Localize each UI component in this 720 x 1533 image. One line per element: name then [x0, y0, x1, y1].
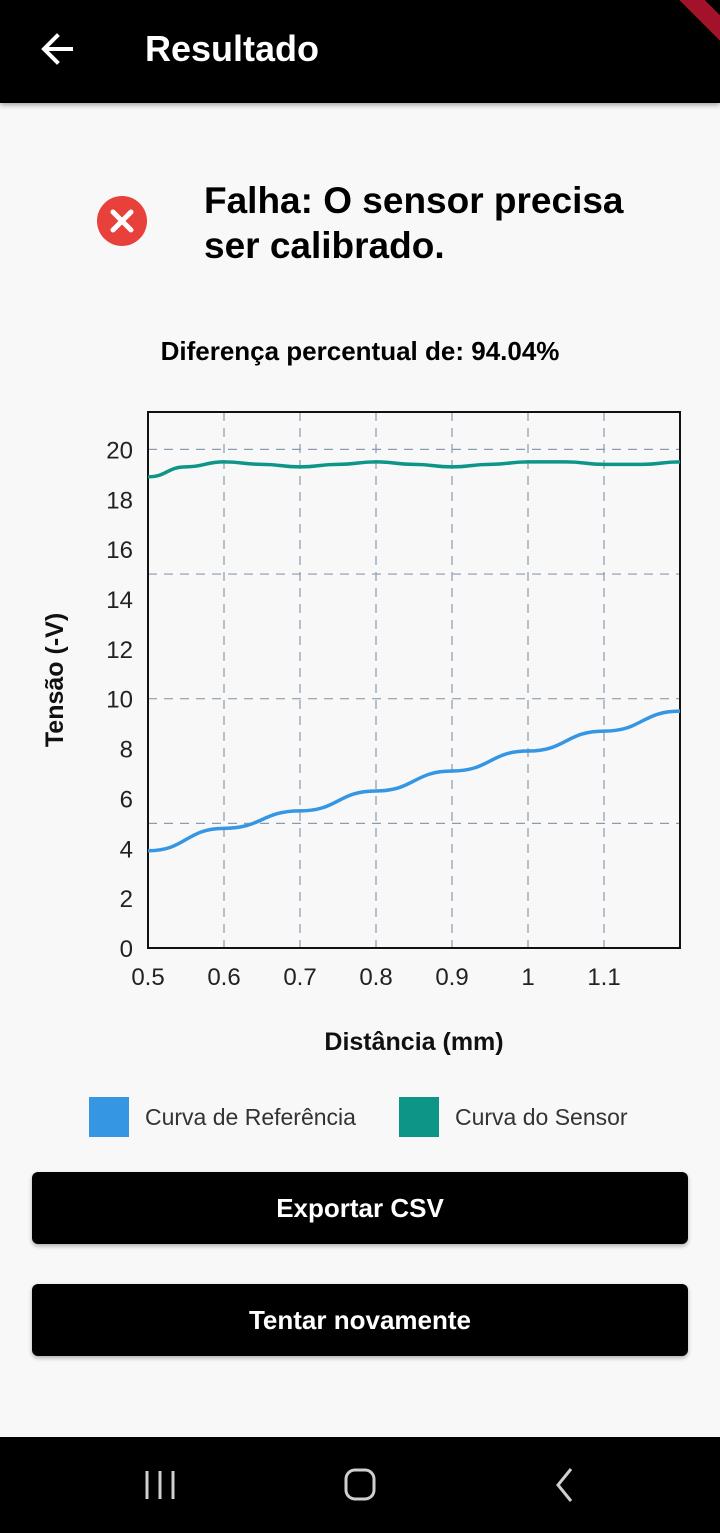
percentage-difference: Diferença percentual de: 94.04%	[160, 336, 560, 366]
plot-frame	[147, 411, 681, 949]
x-tick-label: 0.8	[359, 964, 392, 991]
series-line-reference	[147, 709, 681, 853]
arrow-back-icon	[41, 33, 73, 65]
x-tick-label: 0.5	[131, 964, 164, 991]
chart-legend: Curva de Referência Curva do Sensor	[0, 1096, 720, 1138]
y-tick-label: 4	[120, 836, 133, 863]
page-title: Resultado	[145, 28, 320, 69]
x-tick-label: 0.6	[207, 964, 240, 991]
status-message: Falha: O sensor precisa ser calibrado.	[204, 180, 624, 266]
x-tick-label: 1	[521, 964, 534, 991]
legend-label-reference: Curva de Referência	[145, 1103, 356, 1130]
legend-swatch-sensor	[399, 1097, 439, 1137]
y-axis-title: Tensão (-V)	[41, 613, 69, 747]
home-icon[interactable]	[330, 1457, 390, 1513]
y-tick-label: 0	[120, 936, 133, 963]
back-button[interactable]	[30, 22, 84, 76]
legend-item-sensor: Curva do Sensor	[399, 1096, 628, 1138]
y-tick-label: 14	[106, 587, 133, 614]
x-tick-label: 1.1	[587, 964, 620, 991]
debug-banner	[668, 0, 720, 52]
x-tick-label: 0.9	[435, 964, 468, 991]
x-tick-label: 0.7	[283, 964, 316, 991]
legend-label-sensor: Curva do Sensor	[455, 1103, 628, 1130]
y-tick-label: 18	[106, 487, 133, 514]
x-axis-title: Distância (mm)	[324, 1028, 503, 1056]
legend-item-reference: Curva de Referência	[89, 1096, 356, 1138]
y-tick-label: 16	[106, 537, 133, 564]
line-chart: 0.5 0.6 0.7 0.8 0.9 1 1.1 0 2 4 6 8 10 12 14 16 18 20 Dist…	[41, 411, 681, 1056]
y-tick-label: 12	[106, 637, 133, 664]
legend-swatch-reference	[89, 1097, 129, 1137]
export-csv-button[interactable]: Exportar CSV	[32, 1172, 688, 1244]
retry-button[interactable]: Tentar novamente	[32, 1284, 688, 1356]
series-line-sensor	[147, 460, 681, 479]
system-nav-bar	[0, 1437, 720, 1533]
y-tick-label: 2	[120, 886, 133, 913]
y-tick-label: 10	[106, 687, 133, 714]
recents-icon[interactable]	[130, 1457, 190, 1513]
y-tick-label: 6	[120, 786, 133, 813]
app-bar: Resultado	[0, 0, 720, 103]
y-tick-label: 20	[106, 437, 133, 464]
nav-back-icon[interactable]	[533, 1457, 593, 1513]
error-circle-icon	[97, 196, 147, 246]
y-tick-label: 8	[120, 737, 133, 764]
